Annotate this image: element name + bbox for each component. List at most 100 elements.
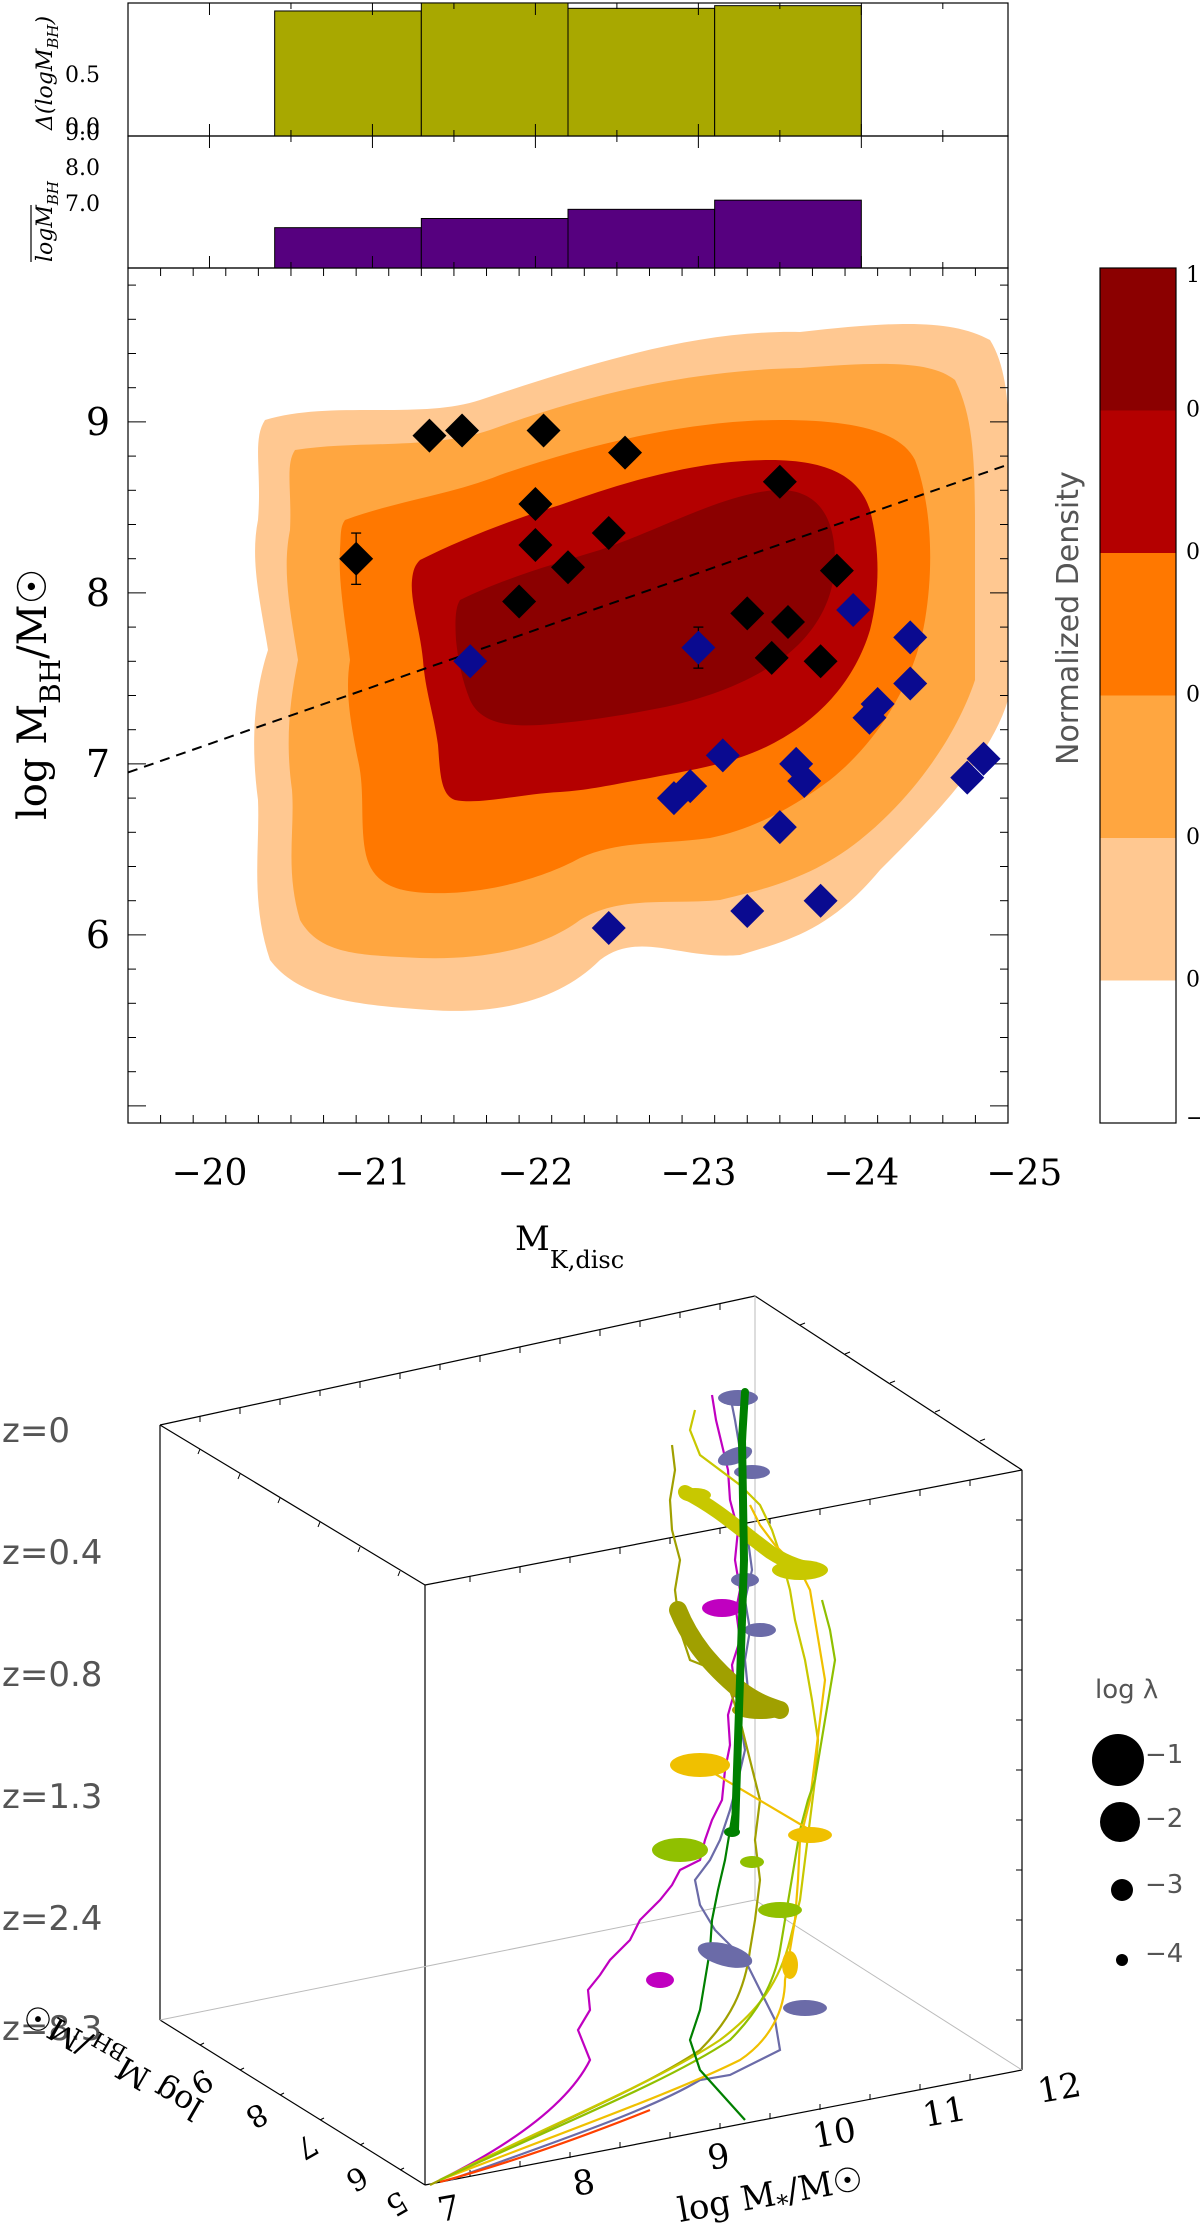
evolution-tracks (429, 1394, 837, 2186)
x3d-tick-labels: 7 8 9 10 11 12 (435, 2065, 1085, 2224)
main-xtick-label-4: −24 (823, 1153, 899, 1194)
mid-hist-bar-0 (274, 227, 422, 269)
legend-marker-1 (1092, 1734, 1144, 1786)
main-xtick-label-2: −22 (497, 1153, 573, 1194)
legend-marker-2 (1100, 1802, 1140, 1842)
y3d-tick-labels: 5 6 7 8 9 (184, 2061, 413, 2223)
legend-label-2: −2 (1145, 1804, 1183, 1834)
black-point-7 (551, 550, 585, 585)
black-point-9 (502, 584, 537, 619)
legend-marker-4 (1116, 1954, 1128, 1966)
y3d-tick-8: 8 (239, 2095, 273, 2135)
ellipse-gold-2 (788, 1827, 832, 1843)
main-xtick-label-1: −21 (334, 1153, 410, 1194)
mid-histogram-ticks (208, 136, 944, 268)
main-xtick-label-5: −25 (986, 1153, 1062, 1194)
legend-label-4: −4 (1145, 1939, 1183, 1969)
mid-histogram-bars (274, 199, 862, 269)
top-hist-bar-2 (567, 7, 716, 137)
legend-label-1: −1 (1145, 1740, 1183, 1770)
track-lime (439, 1599, 837, 2181)
black-point-14 (754, 640, 789, 675)
x3d-tick-11: 11 (920, 2089, 970, 2136)
black-points (339, 413, 854, 679)
top-histogram-bars (274, 2, 862, 137)
y3d-axis-label: log MBH/M☉ (16, 1990, 212, 2128)
ellipse-lime-3 (740, 1856, 764, 1868)
mid-hist-bar-2 (567, 208, 716, 269)
colorbar-tick-label-1: 0.1 (1186, 968, 1200, 993)
main-ytick-label-0: 6 (86, 913, 110, 957)
main-xtick-labels: −20 −21 −22 −23 −24 −25 (171, 1153, 1062, 1194)
colorbar-tick-label-3: 0.5 (1186, 683, 1200, 708)
colorbar-cells (1100, 268, 1176, 1123)
fit-line (127, 463, 1009, 774)
x3d-tick-12: 12 (1035, 2065, 1085, 2112)
colorbar: −0.1 0.1 0.3 0.5 0.7 0.9 1.1 Normalized Densit… (1051, 263, 1200, 1131)
redshift-labels: z=0 z=0.4 z=0.8 z=1.3 z=2.4 z=8.3 (2, 1411, 102, 2049)
colorbar-tick-labels: −0.1 0.1 0.3 0.5 0.7 0.9 1.1 (1186, 263, 1200, 1131)
blue-point-6 (852, 700, 887, 735)
black-point-5 (608, 435, 643, 470)
ellipse-gold-3 (782, 1951, 798, 1979)
blue-point-9 (787, 764, 822, 798)
ellipse-magenta-2 (646, 1972, 674, 1988)
top-histogram-ticks (208, 3, 944, 136)
colorbar-cell-3 (1100, 553, 1176, 696)
top-hist-ylabel: Δ(logMBH) (33, 16, 62, 131)
z-label-3: z=1.3 (2, 1777, 102, 1817)
x3d-tick-7: 7 (435, 2188, 463, 2224)
blue-point-3 (893, 620, 928, 655)
colorbar-cell-1 (1100, 838, 1176, 981)
box-edges (159, 1295, 1023, 2186)
colorbar-tick-label-6: 1.1 (1186, 263, 1200, 288)
box-edge-ticks (197, 1304, 1022, 2176)
mid-ytick-label-0: 7.0 (65, 192, 100, 217)
main-ticks (127, 268, 1009, 1123)
black-point-8 (591, 516, 626, 551)
y3d-tick-6: 6 (339, 2158, 373, 2198)
ribbon-magenta (713, 1602, 731, 1615)
blue-point-1 (681, 630, 716, 665)
main-xlabel: MK,disc (515, 1219, 624, 1274)
blue-point-15 (591, 911, 626, 946)
main-ytick-label-3: 9 (86, 400, 110, 444)
mid-histogram: 7.0 8.0 9.0 logMBH (30, 121, 1009, 269)
colorbar-tick-label-2: 0.3 (1186, 825, 1200, 850)
ribbon-green (731, 1388, 749, 1834)
blue-point-0 (453, 644, 488, 679)
y3d-tick-5: 5 (379, 2183, 413, 2223)
track-slate (449, 1394, 782, 2182)
top-ytick-label-1: 0.5 (65, 63, 100, 88)
blue-point-7 (705, 738, 740, 773)
top-hist-bar-1 (420, 2, 569, 137)
accretion-legend: log λ −1 −2 −3 −4 (1092, 1675, 1183, 1969)
blue-point-2 (836, 593, 871, 627)
x3d-tick-8: 8 (570, 2162, 598, 2205)
x3d-tick-10: 10 (810, 2110, 860, 2157)
z-label-1: z=0.4 (2, 1533, 102, 1573)
ellipse-slate-4 (744, 1623, 776, 1637)
mid-hist-ylabel: logMBH (33, 180, 62, 262)
blue-point-16 (730, 893, 765, 928)
black-point-0 (339, 541, 374, 576)
black-point-3 (526, 413, 561, 448)
mid-ytick-label-2: 9.0 (65, 121, 100, 146)
x3d-tick-9: 9 (705, 2136, 733, 2179)
mid-hist-bar-3 (714, 199, 862, 269)
ellipse-slate-5 (697, 1942, 753, 1968)
mid-hist-bar-1 (420, 218, 569, 269)
black-point-12 (730, 596, 765, 631)
colorbar-cell-2 (1100, 695, 1176, 838)
z-label-4: z=2.4 (2, 1899, 102, 1939)
main-xtick-label-3: −23 (660, 1153, 736, 1194)
colorbar-cell-5 (1100, 268, 1176, 411)
ellipse-lime-2 (758, 1902, 802, 1918)
legend-label-3: −3 (1145, 1870, 1183, 1900)
main-ylabel: log MBH/M☉ (10, 569, 67, 820)
black-point-11 (819, 553, 854, 588)
colorbar-tick-label-5: 0.9 (1186, 398, 1200, 423)
blue-point-17 (803, 883, 838, 918)
colorbar-tick-label-0: −0.1 (1186, 1106, 1200, 1131)
